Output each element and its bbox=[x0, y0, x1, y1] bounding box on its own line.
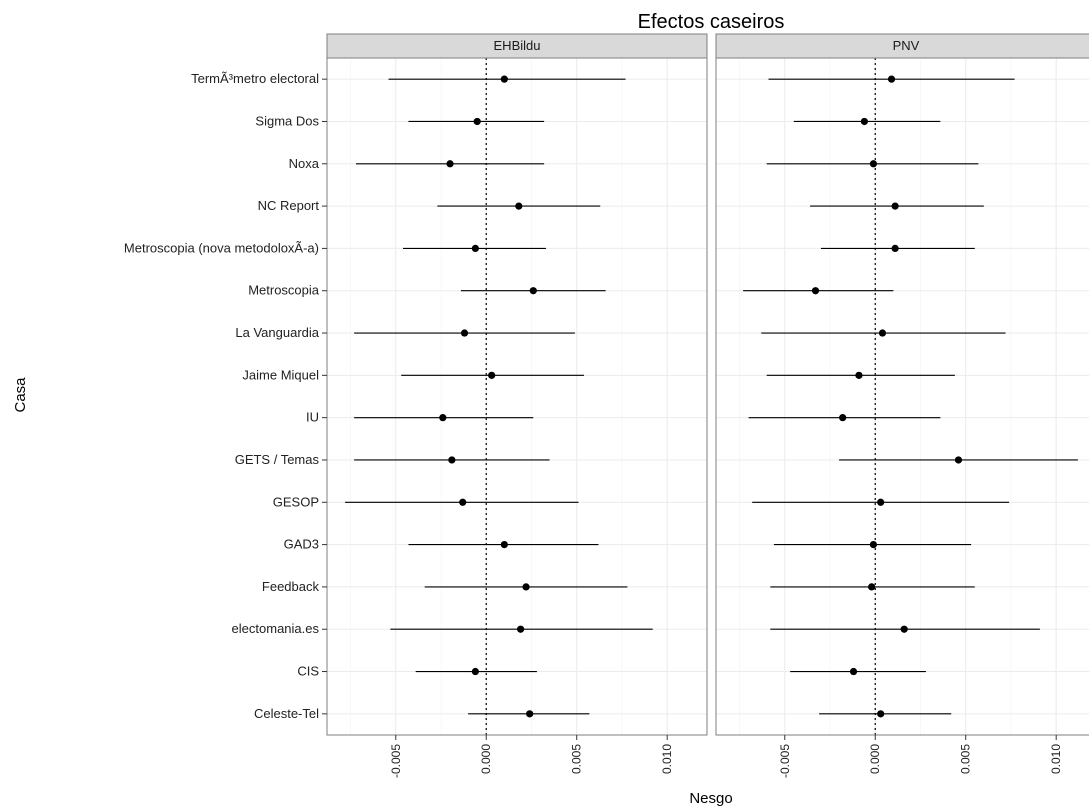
estimate-point bbox=[488, 371, 496, 379]
estimate-point bbox=[439, 414, 447, 422]
y-tick-label: Metroscopia (nova metodoloxÃ-a) bbox=[124, 240, 319, 255]
estimate-point bbox=[529, 287, 537, 295]
estimate-point bbox=[446, 160, 454, 168]
facet-panel-pnv: PNV -0.005 0.000 0.005 0.010 bbox=[715, 33, 1089, 778]
estimate-point bbox=[517, 625, 525, 633]
x-axis-title: Nesgo bbox=[689, 790, 732, 807]
x-tick-label: 0.005 bbox=[959, 744, 973, 774]
y-axis-title: Casa bbox=[12, 377, 29, 413]
y-tick-label: La Vanguardia bbox=[235, 325, 319, 340]
estimate-point bbox=[526, 710, 534, 718]
panel-border bbox=[326, 57, 708, 736]
y-tick-label: Jaime Miquel bbox=[242, 367, 319, 382]
y-tick-label: CIS bbox=[297, 664, 319, 679]
estimate-point bbox=[878, 329, 887, 337]
estimate-point bbox=[500, 540, 508, 549]
x-tick-label: 0.010 bbox=[660, 744, 674, 774]
estimate-point bbox=[869, 540, 878, 549]
x-tick-label: 0.010 bbox=[1049, 744, 1063, 774]
x-tick-label: 0.000 bbox=[868, 744, 882, 774]
facet-panel-ehbildu: EHBildu -0.005 0.000 0.005 0.010 bbox=[326, 33, 708, 778]
estimate-point bbox=[500, 75, 508, 83]
y-tick-label: electomania.es bbox=[232, 621, 320, 636]
y-tick-label: GESOP bbox=[273, 494, 319, 509]
estimate-point bbox=[954, 456, 963, 464]
y-tick-label: Metroscopia bbox=[248, 283, 320, 298]
x-tick-label: 0.005 bbox=[570, 744, 584, 774]
y-tick-label: Noxa bbox=[289, 156, 320, 171]
estimate-point bbox=[522, 583, 530, 591]
estimate-point bbox=[849, 667, 858, 676]
facet-strip-label: EHBildu bbox=[494, 38, 541, 53]
estimate-point bbox=[891, 202, 899, 210]
x-tick-label: 0.000 bbox=[479, 744, 493, 774]
y-tick-label: NC Report bbox=[258, 198, 320, 213]
estimate-point bbox=[460, 329, 469, 337]
y-tick-label: Feedback bbox=[262, 579, 320, 594]
x-tick-label: -0.005 bbox=[778, 744, 792, 778]
facet-strip-label: PNV bbox=[893, 38, 920, 53]
estimate-point bbox=[515, 202, 523, 210]
estimate-point bbox=[891, 244, 899, 253]
panel-border bbox=[715, 57, 1089, 736]
estimate-point bbox=[868, 583, 876, 591]
y-tick-label: TermÃ³metro electoral bbox=[191, 71, 319, 86]
estimate-point bbox=[855, 371, 863, 379]
estimate-point bbox=[459, 498, 467, 506]
panel-background bbox=[327, 58, 707, 735]
estimate-point bbox=[811, 287, 820, 295]
estimate-point bbox=[900, 625, 908, 633]
facet-panels: EHBildu -0.005 0.000 0.005 0.010 PNV -0.005 0.0… bbox=[326, 33, 1089, 778]
estimate-point bbox=[839, 414, 847, 422]
chart-title: Efectos caseiros bbox=[638, 11, 785, 33]
y-axis-labels: TermÃ³metro electoral Sigma Dos Noxa NC Rep… bbox=[124, 71, 327, 721]
estimate-point bbox=[471, 244, 479, 253]
y-tick-label: IU bbox=[306, 410, 319, 425]
facet-strip bbox=[326, 33, 708, 59]
x-tick-label: -0.005 bbox=[389, 744, 403, 778]
y-tick-label: Sigma Dos bbox=[255, 113, 319, 128]
estimate-point bbox=[473, 117, 481, 126]
estimate-point bbox=[887, 75, 896, 83]
y-tick-label: GETS / Temas bbox=[235, 452, 320, 467]
estimate-point bbox=[860, 117, 868, 126]
estimate-point bbox=[448, 456, 456, 464]
y-tick-label: Celeste-Tel bbox=[254, 706, 319, 721]
estimate-point bbox=[877, 498, 885, 506]
panel-background bbox=[716, 58, 1089, 735]
estimate-point bbox=[877, 710, 885, 718]
estimate-point bbox=[471, 667, 479, 676]
estimate-point bbox=[869, 160, 878, 168]
y-tick-label: GAD3 bbox=[284, 537, 319, 552]
